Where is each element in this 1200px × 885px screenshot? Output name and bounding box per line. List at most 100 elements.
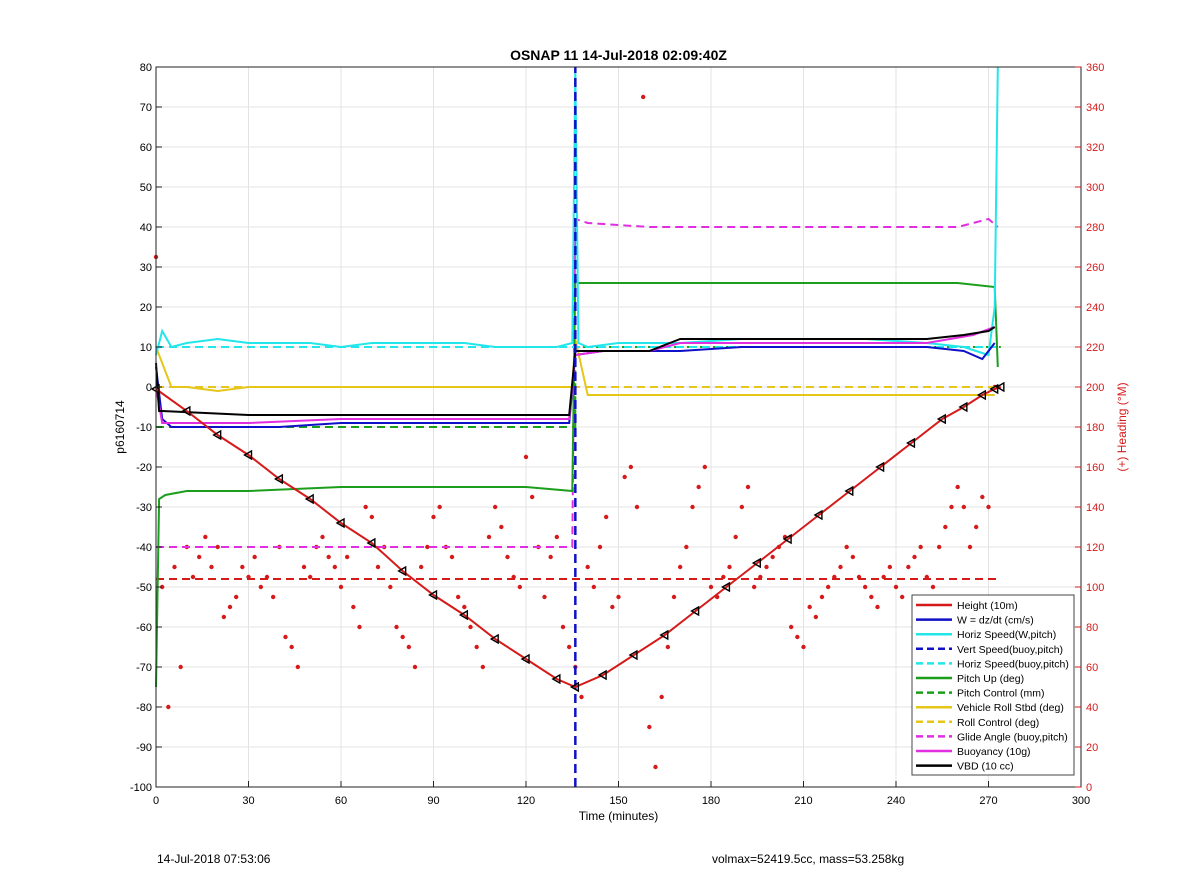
heading-point — [616, 594, 621, 600]
height-marker — [813, 509, 823, 521]
height-marker — [366, 537, 376, 549]
heading-point — [307, 574, 313, 580]
heading-point — [252, 554, 257, 560]
heading-point — [825, 584, 831, 590]
heading-point — [869, 594, 874, 600]
y-right-tick-label: 100 — [1086, 582, 1104, 594]
heading-point — [270, 594, 276, 600]
legend-item: Height (10m) — [916, 600, 1018, 612]
legend-label: Glide Angle (buoy,pitch) — [957, 731, 1068, 743]
height-marker — [906, 437, 916, 449]
heading-point — [838, 564, 843, 570]
x-tick-label: 0 — [153, 795, 159, 807]
x-tick-label: 240 — [887, 795, 905, 807]
chart-title: OSNAP 11 14-Jul-2018 02:09:40Z — [510, 47, 727, 63]
legend-item: Pitch Up (deg) — [916, 673, 1024, 685]
heading-point — [566, 644, 572, 650]
y-left-tick-label: 50 — [140, 182, 152, 194]
height-marker — [690, 605, 700, 617]
heading-point — [893, 584, 899, 590]
heading-point — [369, 514, 375, 520]
heading-point — [437, 504, 442, 510]
heading-point — [258, 584, 264, 590]
series-line — [156, 217, 999, 548]
heading-point — [967, 544, 973, 550]
heading-point — [690, 504, 695, 510]
heading-point — [936, 544, 942, 550]
legend-item: Buoyancy (10g) — [916, 746, 1031, 758]
heading-point — [517, 584, 523, 590]
height-marker — [489, 633, 499, 645]
heading-point — [203, 534, 208, 540]
heading-point — [529, 494, 535, 500]
heading-point — [887, 564, 893, 570]
y-left-tick-label: 60 — [140, 142, 152, 154]
heading-point — [665, 644, 671, 650]
legend-item: Horiz Speed(W,pitch) — [916, 629, 1056, 641]
heading-point — [344, 554, 350, 560]
heading-point — [178, 664, 183, 670]
y-left-tick-label: 70 — [140, 102, 152, 114]
legend-label: VBD (10 cc) — [957, 761, 1014, 773]
legend-item: Glide Angle (buoy,pitch) — [916, 731, 1068, 743]
heading-point — [283, 634, 288, 640]
y-right-tick-label: 240 — [1086, 302, 1104, 314]
heading-point — [795, 634, 800, 640]
height-marker — [458, 609, 469, 621]
heading-point — [751, 584, 757, 590]
heading-point — [647, 724, 652, 730]
heading-point — [875, 604, 880, 610]
legend-item: Roll Control (deg) — [916, 717, 1039, 729]
y-left-tick-label: 10 — [140, 342, 152, 354]
height-marker — [304, 493, 314, 505]
heading-point — [523, 454, 529, 460]
height-marker — [551, 673, 561, 685]
heading-point — [961, 504, 967, 510]
y-left-tick-label: -30 — [136, 502, 152, 514]
heading-point — [425, 544, 430, 550]
heading-point — [579, 694, 584, 700]
series-line — [155, 386, 1002, 689]
y-right-tick-label: 120 — [1086, 542, 1104, 554]
height-marker — [273, 473, 284, 485]
heading-point — [548, 554, 553, 560]
legend-label: Pitch Up (deg) — [957, 673, 1024, 685]
y-left-tick-label: 30 — [140, 262, 152, 274]
heading-point — [172, 564, 177, 570]
height-marker — [989, 383, 999, 395]
heading-point — [955, 484, 960, 490]
y-right-tick-label: 140 — [1086, 502, 1104, 514]
y-right-tick-label: 260 — [1086, 262, 1104, 274]
series-layer — [150, 66, 1005, 787]
height-marker — [958, 401, 968, 413]
heading-point — [788, 624, 794, 630]
y-left-tick-label: -60 — [136, 622, 152, 634]
y-right-tick-label: 0 — [1086, 782, 1092, 794]
y-right-tick-label: 80 — [1086, 622, 1098, 634]
x-tick-label: 270 — [979, 795, 997, 807]
heading-point — [696, 484, 701, 490]
y-right-tick-label: 40 — [1086, 702, 1098, 714]
heading-point — [862, 584, 868, 590]
heading-point — [499, 524, 504, 530]
heading-point — [684, 544, 689, 550]
heading-point — [400, 634, 405, 640]
height-marker — [844, 485, 854, 497]
y-axis-label-left: p6160714 — [113, 400, 127, 454]
height-marker — [659, 629, 669, 641]
legend-label: Buoyancy (10g) — [957, 746, 1031, 758]
heading-point — [295, 664, 301, 670]
heading-point — [554, 534, 560, 540]
legend-item: Horiz Speed(buoy,pitch) — [916, 658, 1069, 670]
height-marker — [628, 649, 638, 661]
legend-label: Roll Control (deg) — [957, 717, 1039, 729]
heading-point — [980, 494, 985, 500]
height-marker — [875, 461, 885, 473]
heading-point — [610, 604, 615, 610]
series-line — [155, 276, 999, 688]
heading-point — [850, 554, 856, 560]
heading-point — [462, 604, 467, 610]
height-marker — [181, 405, 191, 417]
series-heading — [153, 94, 997, 770]
